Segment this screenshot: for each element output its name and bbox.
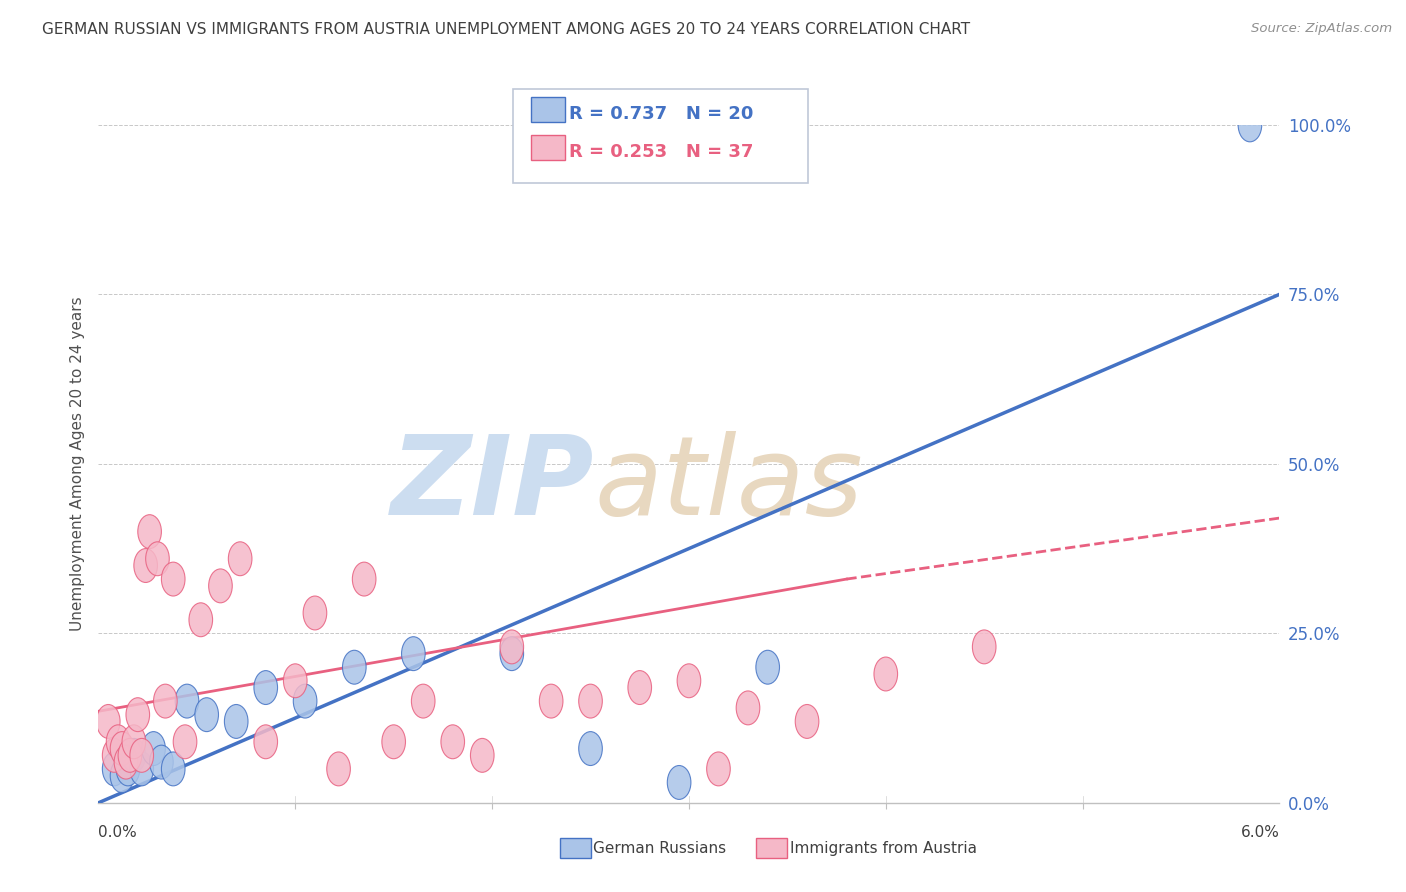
Ellipse shape bbox=[304, 596, 326, 630]
Text: Immigrants from Austria: Immigrants from Austria bbox=[790, 841, 977, 855]
Ellipse shape bbox=[796, 705, 818, 739]
Ellipse shape bbox=[254, 725, 277, 759]
Ellipse shape bbox=[382, 725, 405, 759]
Ellipse shape bbox=[127, 698, 149, 731]
Ellipse shape bbox=[107, 725, 129, 759]
Ellipse shape bbox=[254, 671, 277, 705]
Ellipse shape bbox=[326, 752, 350, 786]
Ellipse shape bbox=[579, 684, 602, 718]
Ellipse shape bbox=[875, 657, 897, 691]
Ellipse shape bbox=[412, 684, 434, 718]
Ellipse shape bbox=[129, 752, 153, 786]
Ellipse shape bbox=[118, 739, 142, 772]
Ellipse shape bbox=[149, 745, 173, 779]
Ellipse shape bbox=[1239, 108, 1261, 142]
Ellipse shape bbox=[103, 739, 127, 772]
Ellipse shape bbox=[134, 549, 157, 582]
Ellipse shape bbox=[153, 684, 177, 718]
Ellipse shape bbox=[97, 705, 120, 739]
Ellipse shape bbox=[162, 562, 186, 596]
Ellipse shape bbox=[501, 637, 523, 671]
Ellipse shape bbox=[173, 725, 197, 759]
Text: atlas: atlas bbox=[595, 431, 863, 538]
Ellipse shape bbox=[228, 541, 252, 575]
Ellipse shape bbox=[114, 745, 138, 779]
Ellipse shape bbox=[110, 731, 134, 765]
Ellipse shape bbox=[678, 664, 700, 698]
Ellipse shape bbox=[162, 752, 186, 786]
Text: 6.0%: 6.0% bbox=[1240, 825, 1279, 840]
Text: German Russians: German Russians bbox=[593, 841, 727, 855]
Ellipse shape bbox=[176, 684, 198, 718]
Text: ZIP: ZIP bbox=[391, 431, 595, 538]
Text: R = 0.253   N = 37: R = 0.253 N = 37 bbox=[569, 143, 754, 161]
Ellipse shape bbox=[343, 650, 366, 684]
Ellipse shape bbox=[353, 562, 375, 596]
Ellipse shape bbox=[540, 684, 562, 718]
Ellipse shape bbox=[110, 759, 134, 793]
Text: R = 0.737   N = 20: R = 0.737 N = 20 bbox=[569, 105, 754, 123]
Ellipse shape bbox=[122, 739, 146, 772]
Ellipse shape bbox=[737, 691, 759, 725]
Text: 0.0%: 0.0% bbox=[98, 825, 138, 840]
Y-axis label: Unemployment Among Ages 20 to 24 years: Unemployment Among Ages 20 to 24 years bbox=[69, 296, 84, 632]
Ellipse shape bbox=[579, 731, 602, 765]
Ellipse shape bbox=[122, 725, 146, 759]
Ellipse shape bbox=[195, 698, 218, 731]
Ellipse shape bbox=[188, 603, 212, 637]
Ellipse shape bbox=[146, 541, 169, 575]
Ellipse shape bbox=[284, 664, 307, 698]
Ellipse shape bbox=[973, 630, 995, 664]
Ellipse shape bbox=[441, 725, 464, 759]
Ellipse shape bbox=[208, 569, 232, 603]
Text: GERMAN RUSSIAN VS IMMIGRANTS FROM AUSTRIA UNEMPLOYMENT AMONG AGES 20 TO 24 YEARS: GERMAN RUSSIAN VS IMMIGRANTS FROM AUSTRI… bbox=[42, 22, 970, 37]
Ellipse shape bbox=[707, 752, 730, 786]
Ellipse shape bbox=[129, 739, 153, 772]
Ellipse shape bbox=[138, 515, 162, 549]
Ellipse shape bbox=[471, 739, 494, 772]
Ellipse shape bbox=[756, 650, 779, 684]
Ellipse shape bbox=[668, 765, 690, 799]
Ellipse shape bbox=[501, 630, 523, 664]
Ellipse shape bbox=[103, 752, 127, 786]
Ellipse shape bbox=[142, 731, 166, 765]
Ellipse shape bbox=[402, 637, 425, 671]
Ellipse shape bbox=[225, 705, 247, 739]
Ellipse shape bbox=[117, 752, 139, 786]
Ellipse shape bbox=[294, 684, 316, 718]
Text: Source: ZipAtlas.com: Source: ZipAtlas.com bbox=[1251, 22, 1392, 36]
Ellipse shape bbox=[628, 671, 651, 705]
